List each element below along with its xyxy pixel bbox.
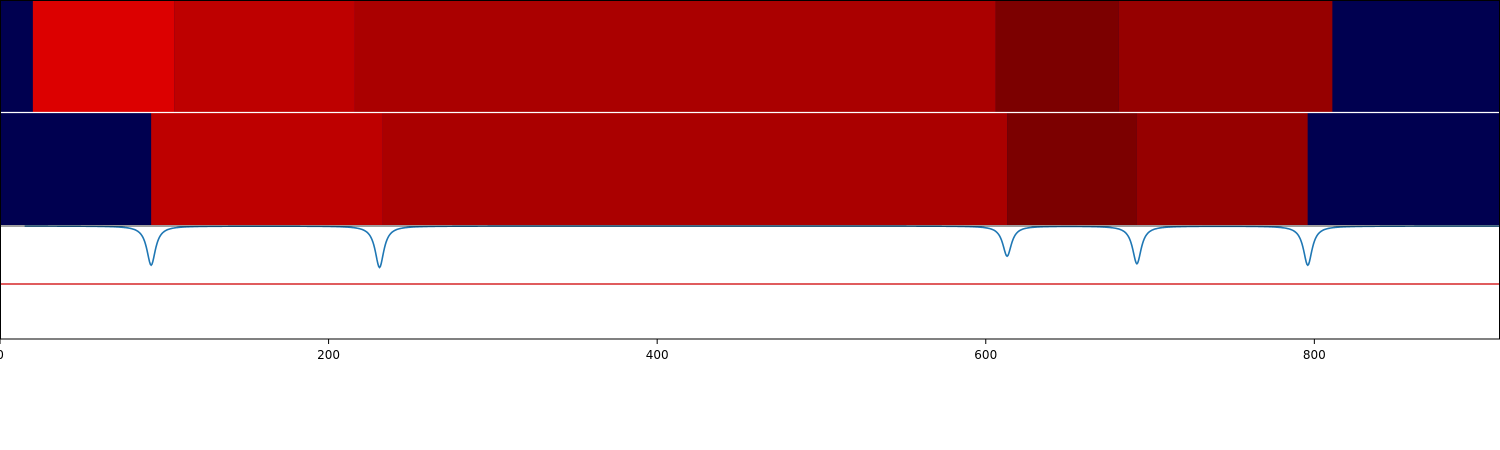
x-axis: 0 200 400 600 800 bbox=[0, 339, 1326, 362]
band-2-segment-2 bbox=[151, 113, 383, 225]
band-2-segment-6 bbox=[1307, 113, 1500, 225]
band-2-segment-3 bbox=[382, 113, 1008, 225]
band-1-segment-7 bbox=[1332, 0, 1500, 112]
band-1-segment-5 bbox=[995, 0, 1119, 112]
band-2-segment-1 bbox=[0, 113, 152, 225]
band-1-segment-1 bbox=[0, 0, 33, 112]
band-1-segment-4 bbox=[354, 0, 996, 112]
signal-panel bbox=[0, 0, 1500, 340]
heatmap-bands bbox=[0, 0, 1500, 225]
x-tick-label-200: 200 bbox=[317, 348, 340, 362]
x-tick-label-800: 800 bbox=[1303, 348, 1326, 362]
x-tick-label-600: 600 bbox=[974, 348, 997, 362]
band-2-segment-4 bbox=[1007, 113, 1137, 225]
signal-line bbox=[24, 225, 1500, 269]
band-1-segment-6 bbox=[1118, 0, 1333, 112]
band-1-segment-2 bbox=[32, 0, 175, 112]
x-tick-label-400: 400 bbox=[646, 348, 669, 362]
band-2-segment-5 bbox=[1136, 113, 1308, 225]
x-tick-label-0: 0 bbox=[0, 348, 4, 362]
band-1-segment-3 bbox=[174, 0, 355, 112]
